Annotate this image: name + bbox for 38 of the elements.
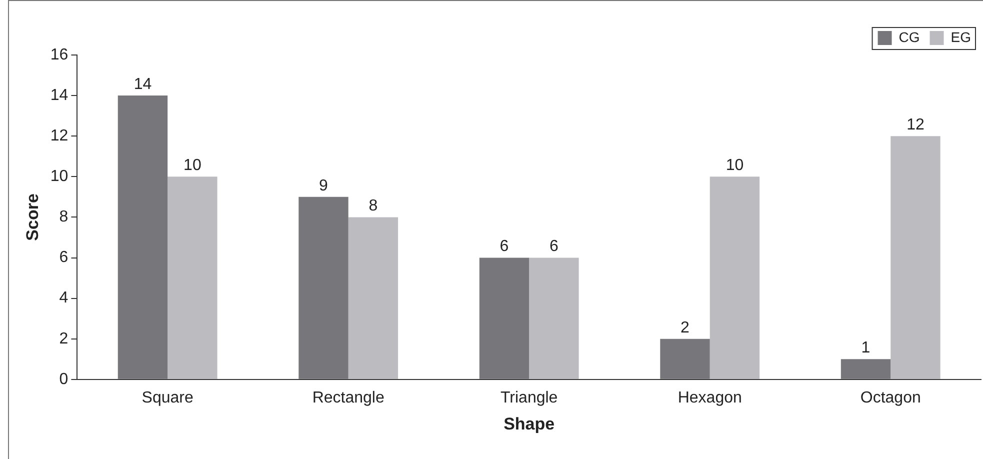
data-label: 1: [861, 340, 870, 357]
data-label: 14: [134, 76, 152, 93]
data-label: 10: [184, 157, 202, 174]
legend-label: CG: [898, 28, 920, 45]
y-tick-label: 10: [50, 168, 68, 186]
bar: [348, 217, 398, 379]
bar: [840, 359, 891, 379]
bar: [479, 258, 530, 379]
legend-label: EG: [950, 28, 972, 45]
x-tick-label: Square: [142, 389, 194, 406]
bar: [710, 176, 760, 379]
data-label: 8: [368, 198, 378, 215]
data-label: 6: [500, 238, 509, 256]
data-label: 9: [319, 177, 328, 194]
y-tick-label: 8: [59, 208, 68, 226]
y-tick-label: 6: [59, 249, 68, 266]
x-tick-label: Rectangle: [312, 389, 384, 406]
y-tick-label: 2: [59, 330, 68, 348]
bar: [660, 338, 710, 379]
data-label: 10: [726, 157, 744, 174]
data-label: 12: [906, 116, 924, 134]
bar: [529, 258, 579, 379]
y-tick-label: 16: [50, 46, 68, 64]
y-tick-label: 12: [50, 128, 68, 145]
data-label: 2: [680, 319, 690, 336]
bar: [298, 196, 348, 379]
bar: [118, 96, 168, 379]
x-tick-label: Triangle: [500, 389, 558, 406]
y-axis-title: Score: [22, 194, 42, 241]
x-axis-title: Shape: [504, 414, 555, 434]
x-tick-label: Octagon: [860, 389, 921, 406]
bar: [890, 136, 940, 379]
x-tick-label: Hexagon: [678, 389, 742, 406]
bar: [168, 176, 218, 379]
y-tick-label: 0: [59, 370, 68, 388]
y-tick-label: 14: [50, 86, 68, 104]
data-label: 6: [550, 238, 558, 256]
y-tick-label: 4: [59, 290, 68, 307]
